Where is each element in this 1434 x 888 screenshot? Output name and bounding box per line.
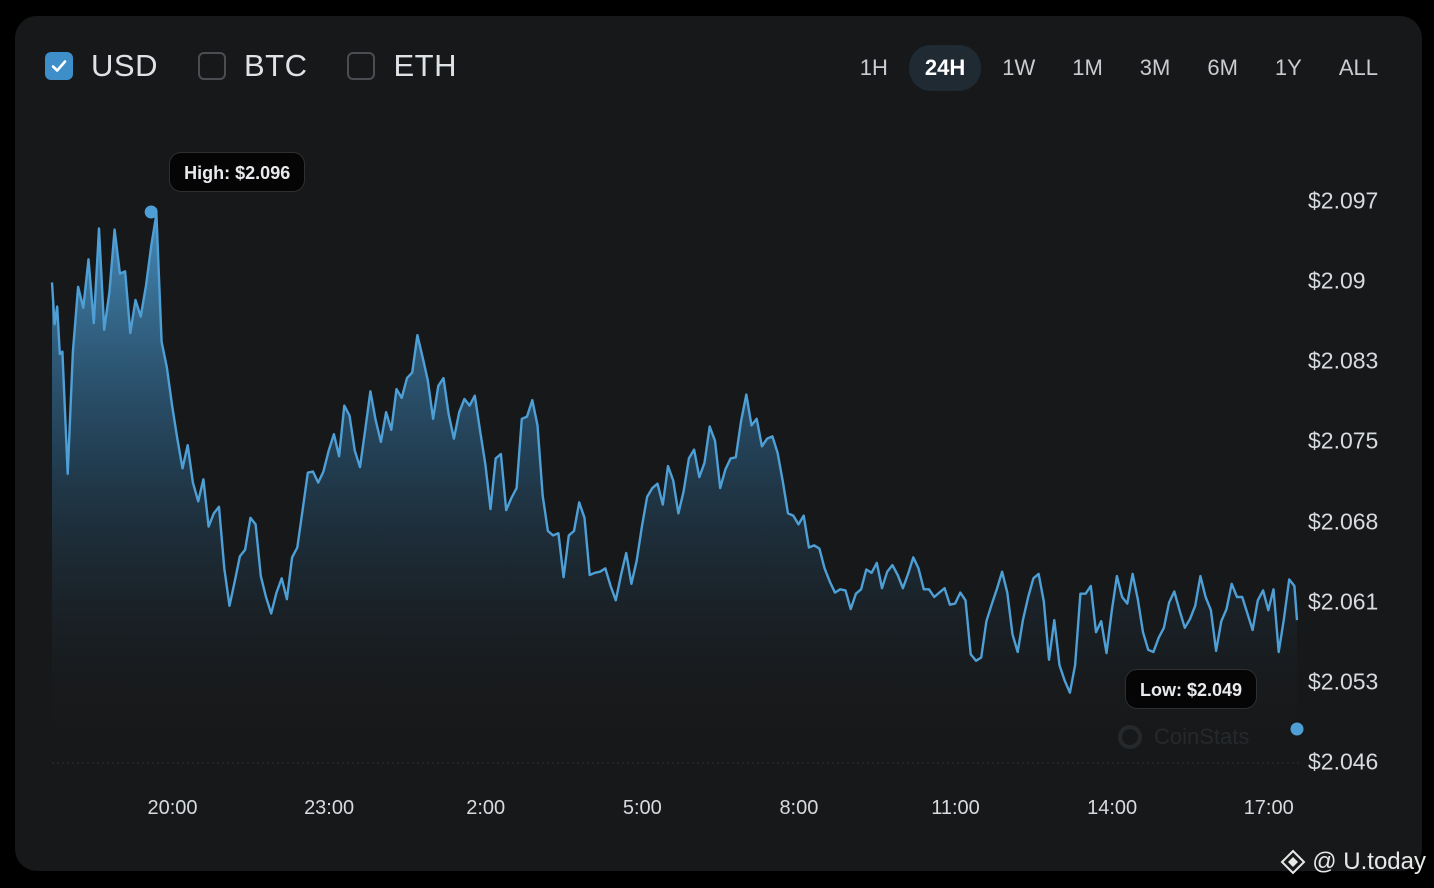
x-tick-label: 5:00	[622, 797, 662, 819]
high-tooltip: High: $2.096	[169, 152, 306, 192]
currency-selector: USD BTC ETH	[45, 48, 497, 84]
currency-usd-label: USD	[91, 48, 158, 83]
currency-eth-label: ETH	[393, 48, 457, 83]
range-tab-1w[interactable]: 1W	[1002, 55, 1036, 80]
y-tick-label: $2.053	[1308, 668, 1379, 695]
currency-btc[interactable]: BTC	[197, 48, 308, 84]
currency-btc-checkbox[interactable]	[197, 52, 226, 80]
currency-eth[interactable]: ETH	[347, 48, 457, 84]
y-tick-label: $2.097	[1308, 187, 1379, 214]
currency-eth-checkbox[interactable]	[347, 52, 376, 80]
y-tick-label: $2.09	[1308, 267, 1366, 294]
x-tick-label: 17:00	[1243, 797, 1294, 819]
y-tick-label: $2.046	[1308, 748, 1379, 775]
y-tick-label: $2.061	[1308, 588, 1379, 615]
x-tick-label: 11:00	[931, 797, 980, 819]
currency-btc-label: BTC	[243, 48, 308, 83]
branding-text: @ U.today	[1312, 848, 1426, 875]
low-tooltip: Low: $2.049	[1125, 669, 1258, 709]
currency-usd[interactable]: USD	[45, 48, 158, 84]
utoday-branding: @ U.today	[1280, 848, 1426, 876]
y-tick-label: $2.083	[1308, 347, 1379, 374]
low-marker[interactable]	[1290, 722, 1304, 736]
range-tab-3m[interactable]: 3M	[1139, 55, 1171, 80]
coinstats-logo-icon	[1118, 725, 1142, 749]
currency-usd-checkbox[interactable]	[45, 52, 73, 80]
price-area	[52, 214, 1297, 762]
time-range-tabs: 1H 24H 1W 1M 3M 6M 1Y ALL	[839, 45, 1394, 91]
range-tab-all[interactable]: ALL	[1338, 55, 1378, 80]
watermark-text: CoinStats	[1154, 724, 1250, 749]
range-tab-1y[interactable]: 1Y	[1274, 55, 1302, 80]
x-tick-label: 14:00	[1087, 797, 1138, 819]
price-line	[50, 213, 1299, 694]
range-tab-24h[interactable]: 24H	[908, 45, 982, 91]
utoday-logo-icon	[1280, 849, 1306, 875]
range-tab-1m[interactable]: 1M	[1072, 55, 1103, 80]
x-tick-label: 20:00	[147, 797, 198, 819]
range-tab-6m[interactable]: 6M	[1207, 55, 1238, 80]
y-tick-label: $2.075	[1308, 427, 1379, 454]
range-tab-1h[interactable]: 1H	[859, 55, 888, 80]
coinstats-watermark: CoinStats	[1118, 724, 1249, 750]
x-tick-label: 8:00	[779, 797, 819, 819]
y-tick-label: $2.068	[1308, 508, 1379, 535]
x-tick-label: 2:00	[466, 797, 506, 819]
high-marker[interactable]	[144, 205, 158, 219]
checkmark-icon	[51, 60, 67, 72]
x-tick-label: 23:00	[304, 797, 355, 819]
